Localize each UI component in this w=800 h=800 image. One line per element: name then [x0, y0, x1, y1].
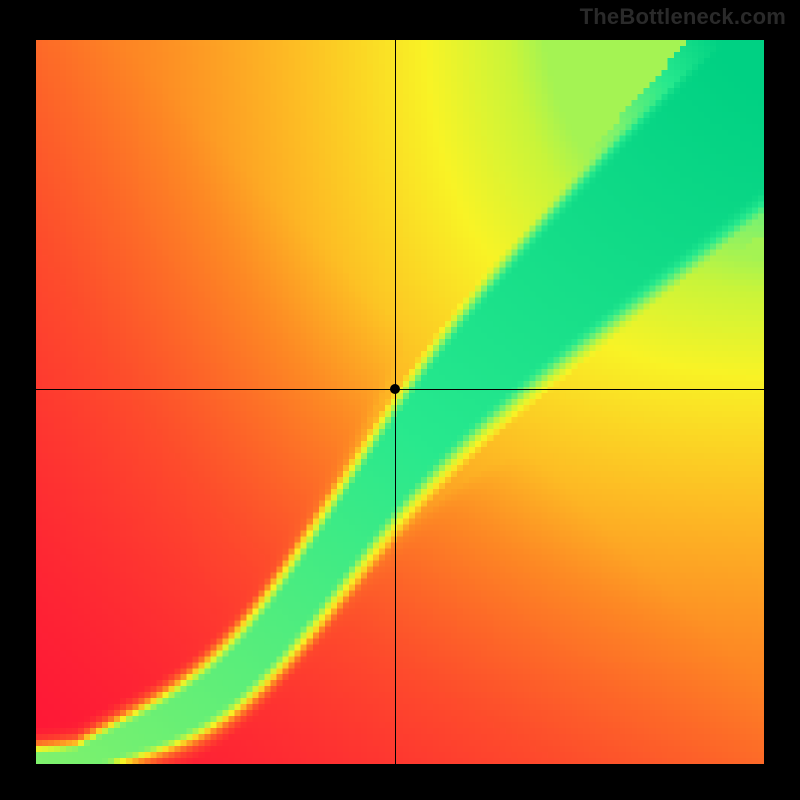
- chart-container: TheBottleneck.com: [0, 0, 800, 800]
- crosshair-vertical: [395, 40, 396, 764]
- crosshair-horizontal: [36, 389, 764, 390]
- watermark-text: TheBottleneck.com: [580, 4, 786, 30]
- heatmap-canvas: [36, 40, 764, 764]
- crosshair-marker: [390, 384, 400, 394]
